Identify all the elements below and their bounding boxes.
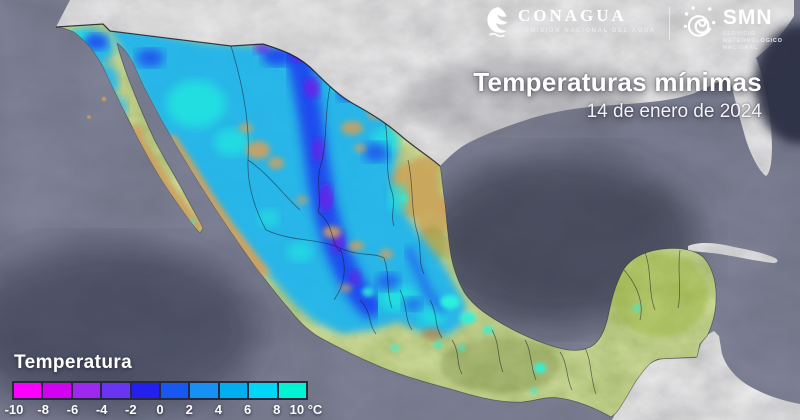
colorbar-segment	[219, 383, 250, 398]
colorbar-segment	[161, 383, 191, 398]
tick-label: 4	[214, 402, 223, 417]
legend-colorbar	[12, 381, 308, 400]
tick-label: 0	[156, 402, 164, 417]
legend: Temperatura -10 -8 -6 -4 -2 0 2 4 6 8 10 °C	[5, 352, 323, 418]
smn-tagline-line: METEOROLÓGICO	[722, 38, 783, 45]
cuba-island	[688, 243, 778, 263]
central-america-landmass	[612, 331, 800, 420]
cold-core-spots	[189, 195, 641, 394]
logo-divider	[668, 7, 670, 40]
atlantic-shade	[755, 24, 800, 144]
neighbor-landmass	[56, 0, 800, 420]
smn-logo: SMN SERVICIO METEOROLÓGICO NACIONAL	[683, 5, 783, 52]
colorbar-segment	[102, 383, 132, 398]
smn-tagline-line: NACIONAL	[722, 45, 759, 52]
warm-terrain-patches	[384, 156, 708, 393]
colorbar-segment	[249, 383, 279, 398]
smn-tagline-line: SERVICIO	[722, 31, 756, 37]
conagua-water-icon	[487, 7, 508, 37]
conagua-logo: CONAGUA COMISIÓN NACIONAL DEL AGUA	[484, 5, 656, 37]
smn-wordmark: SMN	[722, 6, 773, 29]
tick-label: 8	[273, 402, 281, 417]
legend-title: Temperatura	[14, 352, 133, 373]
tick-label: -4	[95, 402, 108, 417]
smn-tagline: SERVICIO METEOROLÓGICO NACIONAL	[723, 31, 783, 52]
colorbar-segment	[190, 383, 220, 398]
colorbar-segment	[43, 383, 73, 398]
colorbar-segment	[131, 383, 162, 398]
tick-label: 6	[243, 402, 252, 417]
us-mexico-border	[55, 23, 441, 167]
smn-hurricane-spiral-icon	[683, 5, 716, 37]
tick-label: 10 °C	[289, 402, 323, 417]
colorbar-segment	[14, 383, 44, 398]
conagua-wordmark: CONAGUA	[518, 6, 627, 25]
conagua-tagline: COMISIÓN NACIONAL DEL AGUA	[518, 28, 656, 34]
tick-label: -10	[4, 402, 24, 417]
state-borders	[230, 45, 681, 395]
colorbar-segment	[72, 383, 103, 398]
brand-bar: CONAGUA COMISIÓN NACIONAL DEL AGUA SMN S	[484, 5, 783, 52]
tick-label: -6	[66, 402, 79, 417]
tick-label: -2	[125, 402, 137, 417]
pacific-shade	[0, 245, 260, 415]
page-title: Temperaturas mínimas	[473, 67, 762, 97]
tick-label: -8	[37, 402, 49, 417]
date-label: 14 de enero de 2024	[586, 101, 762, 123]
baja-islands	[87, 96, 107, 119]
tick-label: 2	[185, 402, 193, 417]
title-block: Temperaturas mínimas 14 de enero de 2024	[473, 67, 762, 123]
colorbar-segment	[278, 383, 307, 398]
legend-tick-labels: -10 -8 -6 -4 -2 0 2 4 6 8 10 °C	[5, 402, 323, 418]
